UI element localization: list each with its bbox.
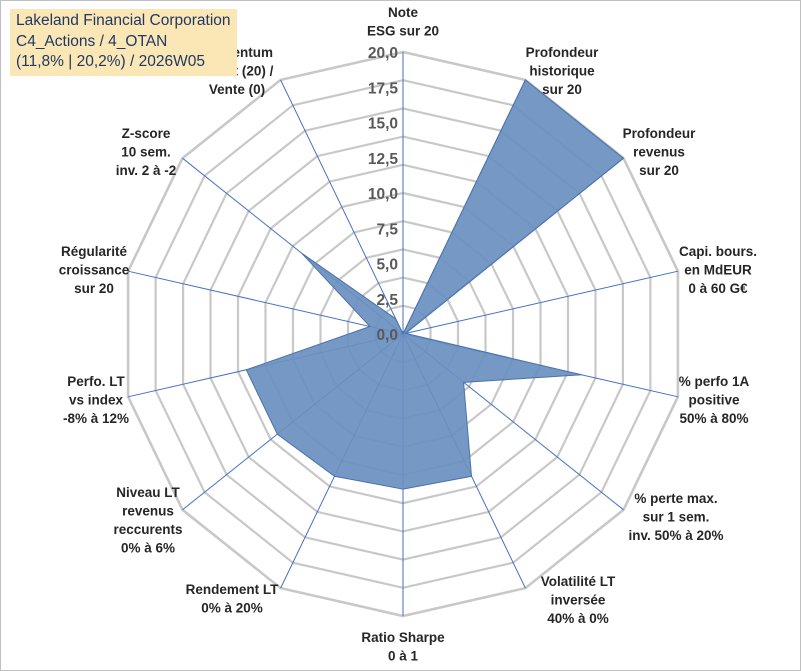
data-point-4 (581, 374, 583, 376)
axis-label-7-line-1: 0 à 1 (388, 649, 419, 664)
axis-label-6-line-0: Volatilité LT (541, 574, 616, 589)
data-point-6 (471, 475, 473, 477)
radial-tick-label-7: 17,5 (368, 80, 399, 97)
data-point-1 (524, 79, 526, 81)
data-point-8 (334, 475, 336, 477)
axis-label-12-line-0: Z-score (122, 126, 171, 141)
axis-label-12-line-2: inv. 2 à -2 (116, 163, 177, 178)
axis-label-3-line-0: Capi. bours. (679, 244, 757, 259)
axis-label-0-line-0: Note (388, 5, 418, 20)
axis-label-10-line-1: vs index (69, 393, 124, 408)
axis-label-2-line-1: revenus (633, 145, 685, 160)
title-line-stats: (11,8% | 20,2%) / 2026W05 (16, 53, 205, 70)
axis-label-10-line-2: -8% à 12% (63, 411, 129, 426)
axis-label-4-line-1: positive (688, 393, 740, 408)
radial-tick-label-0: 0,0 (376, 327, 398, 344)
chart-title-box: Lakeland Financial Corporation C4_Action… (10, 9, 237, 76)
radial-tick-label-4: 10,0 (368, 186, 398, 203)
axis-label-6-line-2: 40% à 0% (547, 611, 609, 626)
axis-label-5-line-1: sur 1 sem. (643, 510, 710, 525)
data-point-10 (245, 369, 247, 371)
data-point-2 (623, 157, 625, 159)
radial-tick-label-8: 20,0 (368, 45, 398, 62)
data-point-5 (463, 381, 465, 383)
axis-label-1-line-0: Profondeur (526, 45, 599, 60)
axis-label-13-line-2: Vente (0) (209, 82, 265, 97)
radial-tick-label-3: 7,5 (376, 221, 398, 238)
axis-label-9-line-2: reccurents (113, 522, 182, 537)
axis-label-9-line-0: Niveau LT (116, 485, 180, 500)
axis-label-1-line-1: historique (529, 64, 595, 79)
axis-label-9-line-3: 0% à 6% (121, 541, 175, 556)
axis-label-5-line-0: % perte max. (634, 491, 717, 506)
axis-label-2-line-0: Profondeur (623, 126, 696, 141)
data-point-11 (369, 326, 371, 328)
title-line-company: Lakeland Financial Corporation (16, 12, 231, 29)
data-point-12 (301, 252, 303, 254)
axis-label-11-line-0: Régularité (61, 244, 128, 259)
axis-label-4-line-2: 50% à 80% (679, 411, 748, 426)
axis-label-8-line-0: Rendement LT (186, 582, 280, 597)
data-point-9 (276, 433, 278, 435)
axis-label-8-line-1: 0% à 20% (201, 601, 263, 616)
radial-tick-label-2: 5,0 (376, 257, 398, 274)
axis-label-1-line-2: sur 20 (542, 82, 582, 97)
radial-tick-label-1: 2,5 (376, 292, 398, 309)
data-point-13 (395, 318, 397, 320)
axis-label-11-line-1: croissance (59, 263, 130, 278)
axis-label-6-line-1: inversée (551, 593, 606, 608)
radial-tick-label-5: 12,5 (368, 151, 399, 168)
data-point-0 (402, 333, 404, 335)
axis-spoke-13 (280, 79, 404, 335)
axis-label-3-line-2: 0 à 60 G€ (688, 281, 748, 296)
axis-label-5-line-2: inv. 50% à 20% (628, 528, 723, 543)
axis-label-2-line-2: sur 20 (639, 163, 679, 178)
axis-label-10-line-0: Perfo. LT (67, 374, 125, 389)
data-point-7 (402, 488, 404, 490)
axis-label-7-line-0: Ratio Sharpe (361, 630, 445, 645)
axis-label-11-line-2: sur 20 (74, 281, 114, 296)
title-line-category: C4_Actions / 4_OTAN (16, 32, 168, 50)
axis-label-12-line-1: 10 sem. (121, 145, 171, 160)
data-point-3 (405, 332, 407, 334)
axis-label-4-line-0: % perfo 1A (679, 374, 750, 389)
axis-spoke-3 (402, 270, 679, 335)
axis-label-0-line-1: ESG sur 20 (367, 24, 439, 39)
axis-label-3-line-1: en MdEUR (684, 263, 752, 278)
axis-spoke-11 (127, 270, 404, 335)
radial-tick-label-6: 15,0 (368, 116, 398, 133)
axis-label-9-line-1: revenus (122, 504, 174, 519)
data-series-area (245, 79, 625, 490)
